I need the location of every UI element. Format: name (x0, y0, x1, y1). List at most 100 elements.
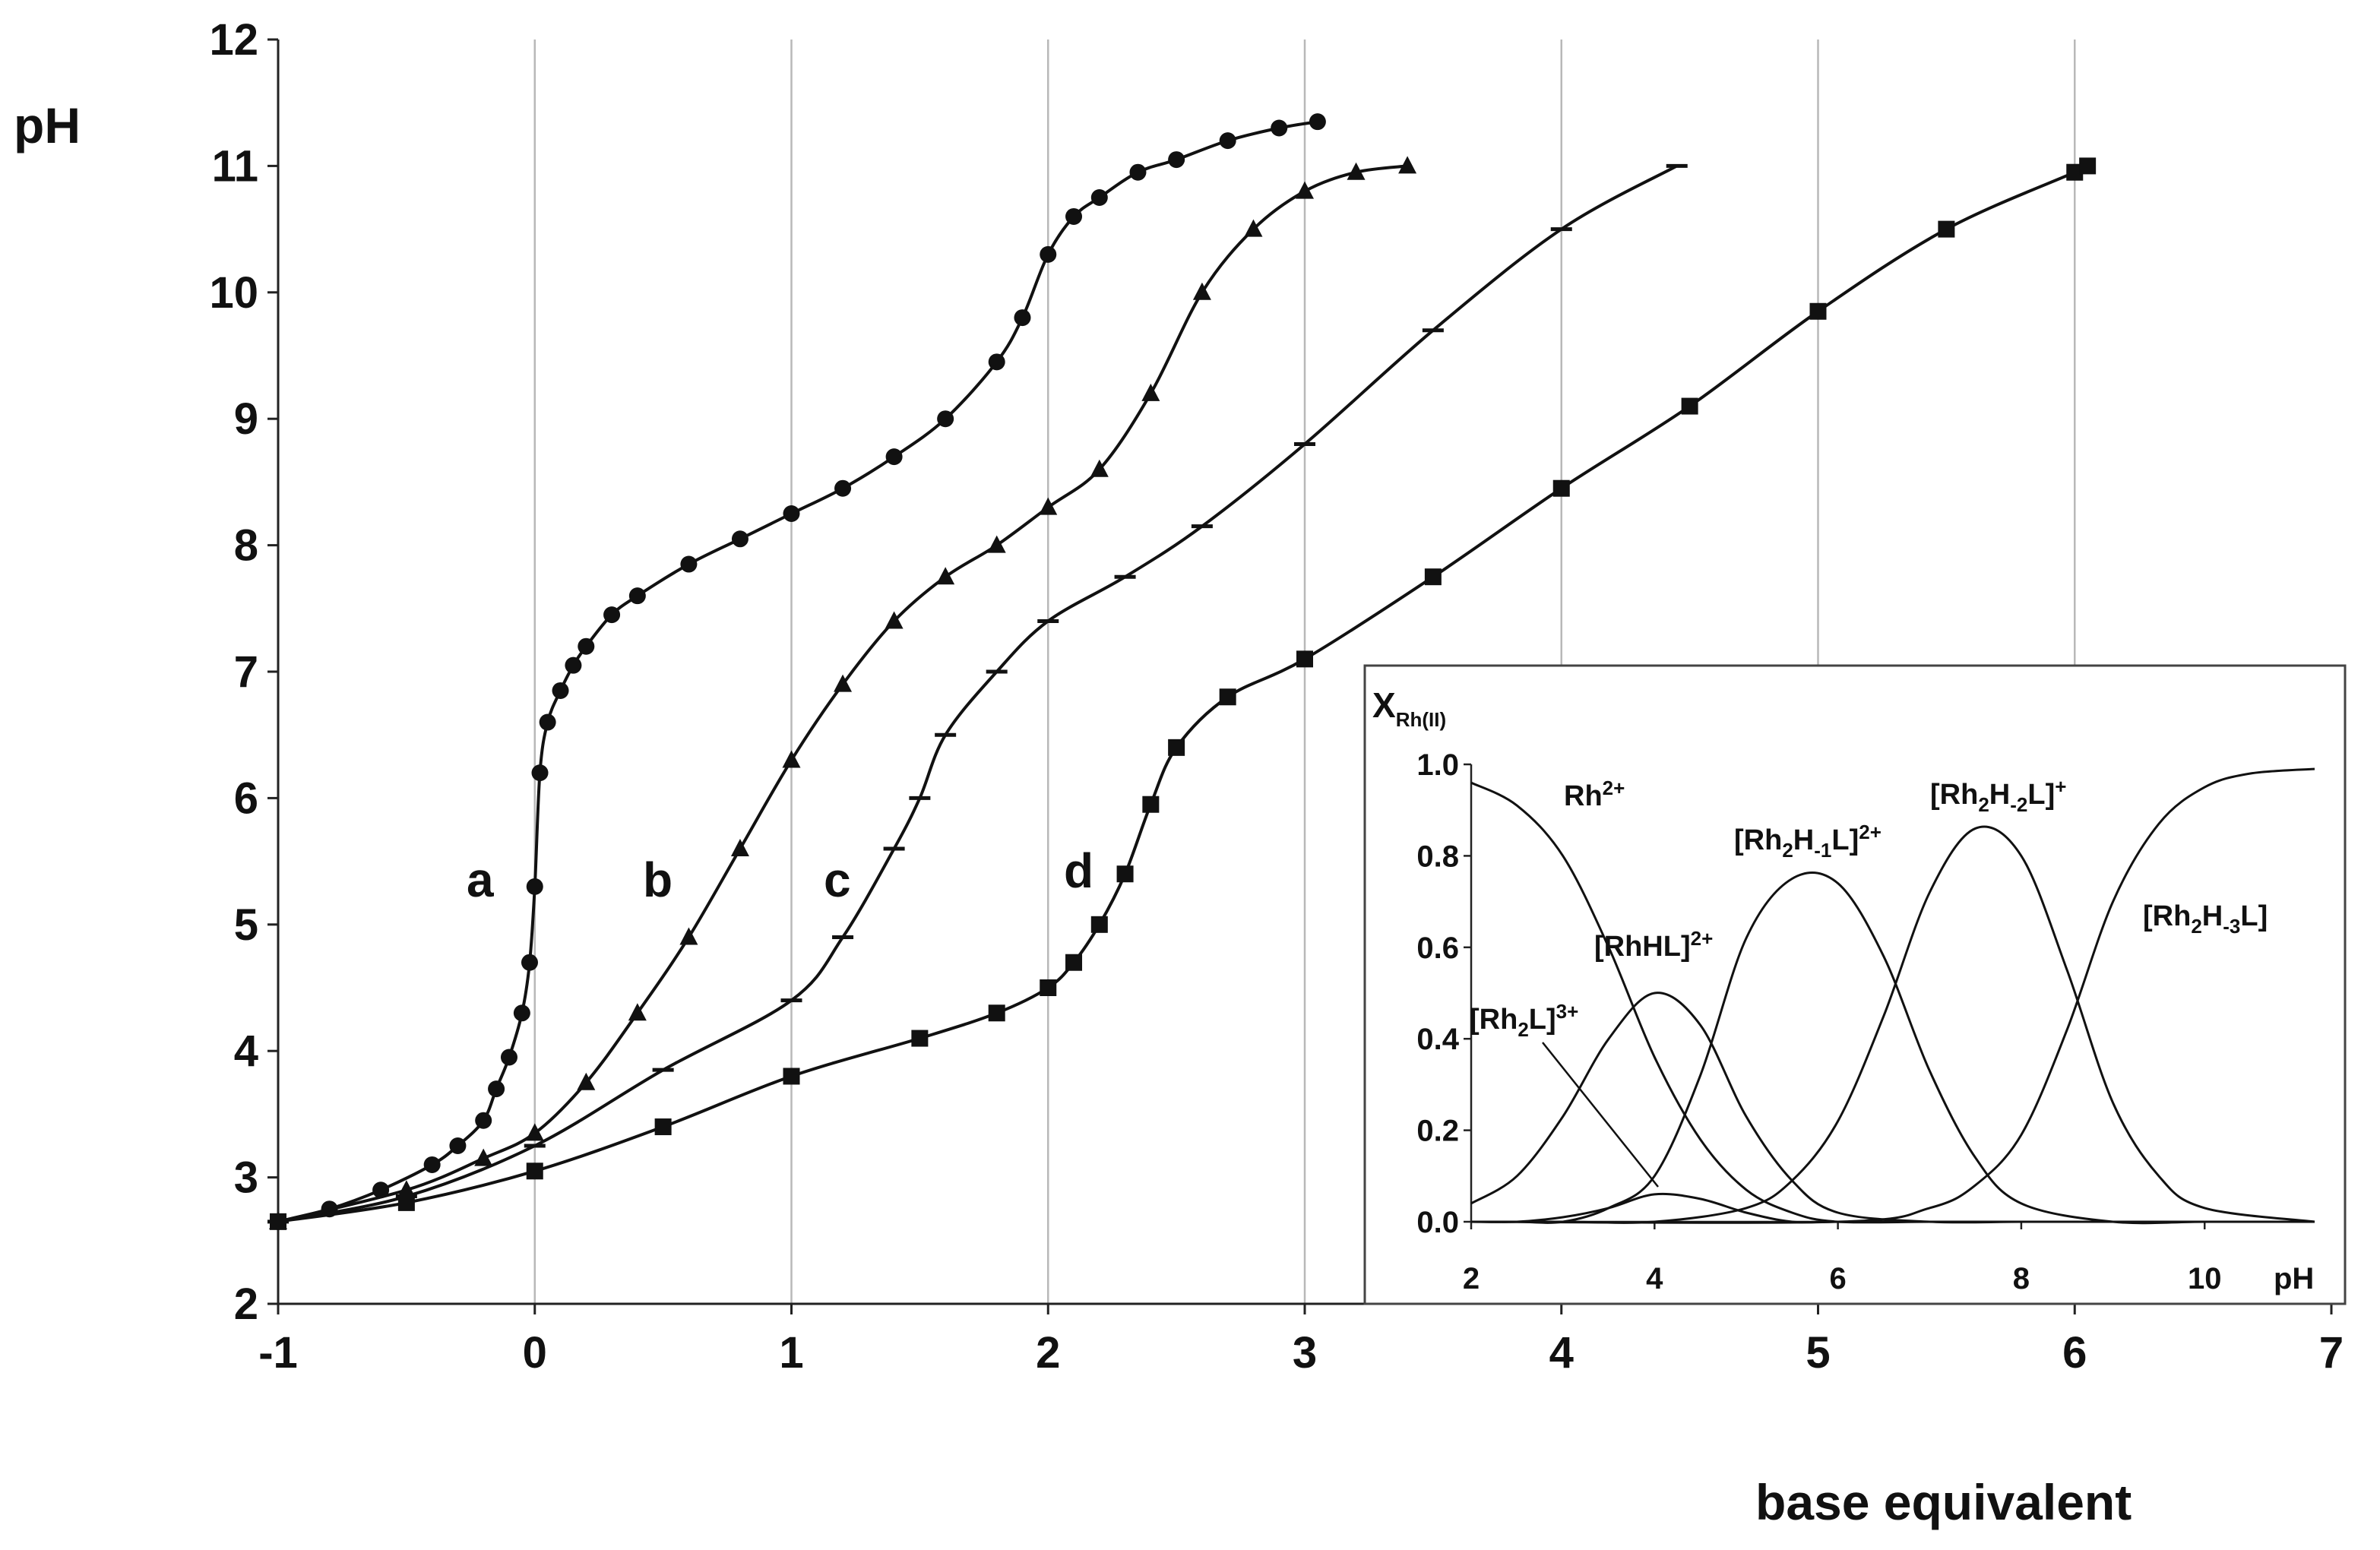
inset-x-title: pH (2274, 1262, 2314, 1295)
data-point-a (1271, 119, 1288, 137)
data-point-d (988, 1004, 1005, 1022)
data-point-a (1065, 207, 1083, 225)
data-point-a (1014, 309, 1031, 327)
x-tick-label: 4 (1549, 1328, 1574, 1378)
data-point-b (1039, 497, 1058, 515)
data-point-d (1809, 302, 1827, 320)
inset-y-tick-label: 0.8 (1416, 840, 1459, 873)
curve-label-d: d (1064, 843, 1093, 898)
inset-y-tick-label: 1.0 (1416, 748, 1459, 782)
x-tick-label: 7 (2319, 1328, 2344, 1378)
inset-x-tick-label: 4 (1646, 1262, 1663, 1295)
data-point-d (1552, 479, 1570, 497)
inset-series-group (1470, 767, 2315, 1225)
data-point-d (1219, 688, 1236, 706)
curve-label-c: c (824, 852, 851, 907)
curve-label-a: a (467, 852, 494, 907)
data-point-d (1168, 739, 1185, 756)
x-tick-label: 1 (779, 1328, 803, 1378)
data-point-a (578, 637, 595, 655)
inset-y-tick-label: 0.6 (1416, 932, 1459, 965)
data-point-b (1244, 219, 1263, 237)
data-point-a (488, 1080, 505, 1098)
data-point-a (1219, 132, 1236, 150)
inset-x-tick-label: 6 (1829, 1262, 1846, 1295)
inset-frame (1363, 664, 2347, 1305)
data-point-a (834, 479, 852, 497)
data-point-b (474, 1148, 493, 1166)
data-point-b (577, 1072, 596, 1090)
data-point-d (1681, 397, 1698, 415)
inset-y-tick-label: 0.0 (1416, 1206, 1459, 1239)
label-rh2h-3l: [Rh2H-3L] (2143, 900, 2268, 938)
data-point-a (885, 448, 903, 466)
data-point-a (988, 353, 1005, 371)
data-point-d (2079, 157, 2097, 175)
data-point-a (423, 1156, 441, 1173)
y-tick-label: 11 (212, 141, 258, 191)
y-tick-label: 8 (234, 521, 258, 571)
data-point-b (1192, 282, 1211, 300)
data-point-d (1938, 220, 1955, 238)
x-tick-label: 5 (1806, 1328, 1830, 1378)
data-point-a (449, 1137, 467, 1154)
data-point-b (730, 838, 749, 856)
inset-series-line-4 (1471, 825, 2315, 1224)
data-point-b (1347, 162, 1366, 180)
y-tick-label: 2 (234, 1280, 258, 1329)
data-point-a (1040, 245, 1057, 263)
data-point-a (526, 878, 543, 895)
data-point-a (783, 505, 800, 522)
data-point-a (372, 1181, 390, 1199)
data-point-a (500, 1049, 517, 1066)
data-point-d (270, 1213, 286, 1230)
data-point-a (680, 555, 698, 573)
series-line-b (277, 164, 1408, 1223)
data-point-b (397, 1180, 416, 1198)
data-point-b (1141, 383, 1160, 401)
x-tick-label: 6 (2062, 1328, 2087, 1378)
inset-y-tick-label: 0.2 (1416, 1115, 1459, 1148)
y-tick-label: 3 (234, 1153, 258, 1203)
curve-label-b: b (643, 852, 673, 907)
label-rh: Rh2+ (1564, 777, 1625, 812)
data-point-a (1129, 163, 1147, 181)
data-point-b (1398, 156, 1417, 174)
x-axis-title: base equivalent (1755, 1474, 2132, 1530)
data-point-a (628, 587, 646, 605)
y-tick-label: 10 (209, 268, 258, 318)
label-rhhl: [RhHL]2+ (1594, 927, 1713, 963)
data-point-b (834, 674, 853, 692)
y-tick-label: 4 (234, 1026, 258, 1076)
data-point-a (552, 682, 569, 699)
data-point-d (1065, 954, 1083, 971)
data-point-b (885, 611, 904, 629)
x-tick-label: -1 (258, 1328, 298, 1378)
data-point-b (936, 567, 955, 585)
y-tick-label: 5 (234, 900, 258, 950)
data-point-a (603, 606, 621, 624)
inset-y-tick-label: 0.4 (1416, 1023, 1459, 1056)
label-rh2h-1l: [Rh2H-1L]2+ (1734, 821, 1882, 862)
speciation-inset: 0.0 0.2 0.4 0.6 0.8 1.0 2 4 6 8 10 XRh(II) pH Rh2+… (1363, 664, 2347, 1305)
inset-x-tick-label: 8 (2013, 1262, 2030, 1295)
data-point-b (1090, 459, 1109, 477)
data-point-a (531, 764, 549, 782)
data-point-b (987, 535, 1006, 553)
y-tick-label: 12 (209, 15, 258, 65)
data-point-d (654, 1118, 672, 1136)
data-point-d (1116, 865, 1134, 883)
data-point-d (1142, 796, 1160, 813)
label-rh2l: [Rh2L]3+ (1470, 1000, 1578, 1041)
data-point-b (628, 1003, 647, 1021)
y-axis-title: pH (14, 97, 81, 153)
data-point-d (1296, 650, 1313, 668)
data-point-a (1309, 113, 1326, 131)
y-tick-label: 6 (234, 773, 258, 823)
data-point-a (1090, 189, 1108, 206)
data-point-b (1296, 181, 1314, 199)
series-line-c (277, 164, 1678, 1223)
data-point-d (911, 1030, 929, 1047)
data-point-b (525, 1123, 544, 1141)
